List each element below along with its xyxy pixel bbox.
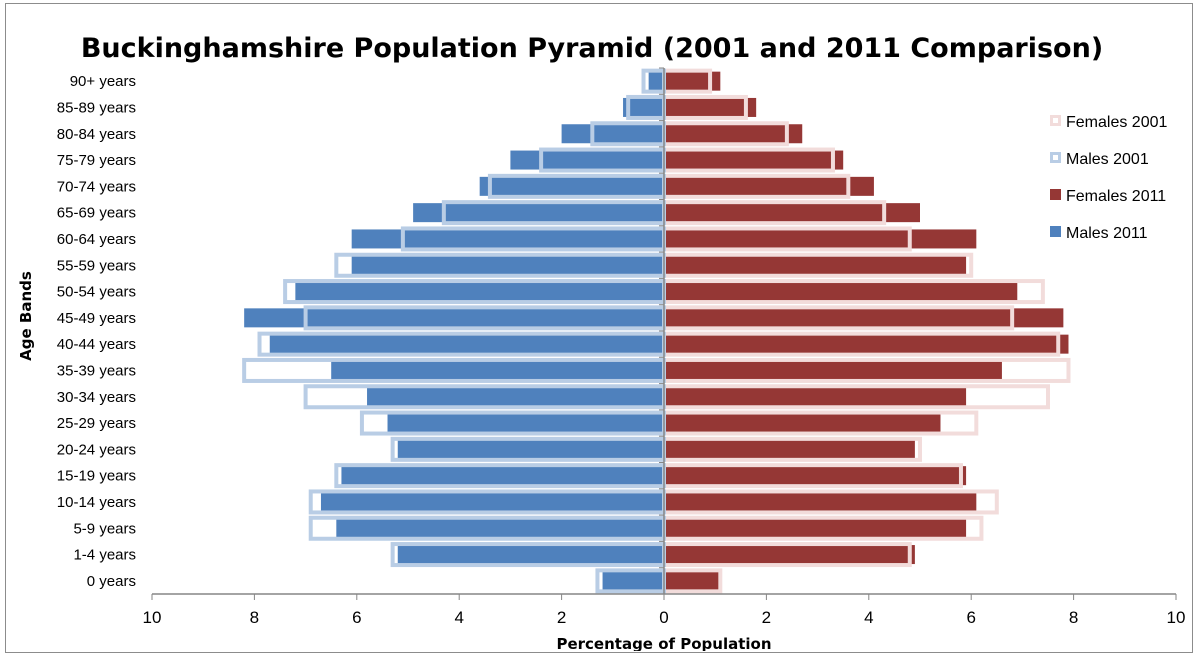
females-2001-legend-label: Females 2001 <box>1066 114 1167 131</box>
males-2011-legend-label: Males 2011 <box>1066 225 1148 242</box>
males-2011-bar-10-14-years <box>320 492 664 512</box>
bars-group <box>242 68 1071 594</box>
age-band-label: 0 years <box>87 573 136 590</box>
males-2011-bar-30-34-years <box>367 387 664 407</box>
age-band-label: 80-84 years <box>57 126 136 143</box>
age-band-label: 65-69 years <box>57 205 136 222</box>
legend: Females 2001 Males 2001 Females 2011 Males … <box>1050 114 1167 242</box>
females-2011-bar-25-29-years <box>664 413 941 433</box>
axes-group: 90+ years 85-89 years 80-84 years 75-79 yea… <box>57 67 1186 627</box>
age-band-label: 30-34 years <box>57 389 136 406</box>
x-tick-label: 6 <box>966 608 975 627</box>
x-tick-label: 4 <box>454 608 463 627</box>
x-tick-label: 0 <box>659 608 668 627</box>
age-band-label: 1-4 years <box>73 547 136 564</box>
females-2011-legend-swatch <box>1050 189 1061 200</box>
females-2011-bar-15-19-years <box>664 466 967 486</box>
x-tick-label: 8 <box>1069 608 1078 627</box>
females-2011-bar-45-49-years <box>664 308 1064 328</box>
males-2011-bar-45-49-years <box>244 308 664 328</box>
males-2011-bar-35-39-years <box>331 360 664 380</box>
males-2011-bar-70-74-years <box>479 176 664 196</box>
females-2011-bar-30-34-years <box>664 387 967 407</box>
age-band-label: 10-14 years <box>57 494 136 511</box>
age-band-label: 70-74 years <box>57 178 136 195</box>
males-2011-bar-85-89-years <box>623 97 664 117</box>
males-2001-legend-label: Males 2001 <box>1066 151 1149 168</box>
females-2011-bar-40-44-years <box>664 334 1069 354</box>
females-2011-bar-35-39-years <box>664 360 1002 380</box>
males-2011-bar-20-24-years <box>397 439 664 459</box>
age-band-label: 50-54 years <box>57 284 136 301</box>
age-band-label: 45-49 years <box>57 310 136 327</box>
x-tick-label: 2 <box>762 608 771 627</box>
x-tick-label: 6 <box>352 608 361 627</box>
age-band-label: 20-24 years <box>57 441 136 458</box>
females-2001-legend-swatch <box>1050 115 1061 126</box>
males-2011-bar-80-84-years <box>561 124 664 144</box>
males-2011-bar-40-44-years <box>269 334 664 354</box>
females-2011-bar-85-89-years <box>664 97 757 117</box>
age-band-label: 5-9 years <box>73 520 136 537</box>
females-2011-bar-90-years <box>664 71 721 91</box>
x-tick-label: 8 <box>250 608 259 627</box>
females-2011-bar-20-24-years <box>664 439 915 459</box>
males-2011-bar-55-59-years <box>351 255 664 275</box>
chart-title: Buckinghamshire Population Pyramid (2001… <box>81 33 1103 64</box>
females-2011-bar-70-74-years <box>664 176 874 196</box>
males-2011-bar-60-64-years <box>351 229 664 249</box>
age-band-label: 35-39 years <box>57 362 136 379</box>
age-band-label: 15-19 years <box>57 468 136 485</box>
age-band-label: 75-79 years <box>57 152 136 169</box>
females-2011-bar-0-years <box>664 571 721 591</box>
males-2011-bar-25-29-years <box>387 413 664 433</box>
females-2011-bar-65-69-years <box>664 203 920 223</box>
males-2011-bar-1-4-years <box>397 545 664 565</box>
females-2011-bar-50-54-years <box>664 282 1018 302</box>
x-tick-label: 2 <box>557 608 566 627</box>
males-2011-bar-90-years <box>648 71 664 91</box>
females-2011-bar-10-14-years <box>664 492 977 512</box>
females-2011-bar-80-84-years <box>664 124 803 144</box>
males-2011-bar-65-69-years <box>413 203 664 223</box>
females-2011-bar-5-9-years <box>664 518 967 538</box>
age-band-label: 40-44 years <box>57 336 136 353</box>
females-2011-bar-1-4-years <box>664 545 915 565</box>
males-2011-bar-50-54-years <box>295 282 664 302</box>
males-2011-bar-75-79-years <box>510 150 664 170</box>
x-tick-label: 10 <box>1167 608 1186 627</box>
females-2011-bar-75-79-years <box>664 150 844 170</box>
age-band-label: 60-64 years <box>57 231 136 248</box>
age-band-label: 90+ years <box>70 73 136 90</box>
x-tick-label: 10 <box>143 608 162 627</box>
males-2011-legend-swatch <box>1050 226 1061 237</box>
males-2011-bar-0-years <box>602 571 664 591</box>
females-2011-bar-55-59-years <box>664 255 967 275</box>
x-axis-title: Percentage of Population <box>556 635 771 651</box>
males-2011-bar-15-19-years <box>341 466 664 486</box>
males-2001-legend-swatch <box>1050 152 1061 163</box>
females-2011-legend-label: Females 2011 <box>1066 188 1166 205</box>
age-band-label: 55-59 years <box>57 257 136 274</box>
age-band-label: 25-29 years <box>57 415 136 432</box>
x-tick-label: 4 <box>864 608 873 627</box>
age-band-label: 85-89 years <box>57 99 136 116</box>
males-2011-bar-5-9-years <box>336 518 664 538</box>
y-axis-title: Age Bands <box>17 271 35 361</box>
females-2011-bar-60-64-years <box>664 229 977 249</box>
